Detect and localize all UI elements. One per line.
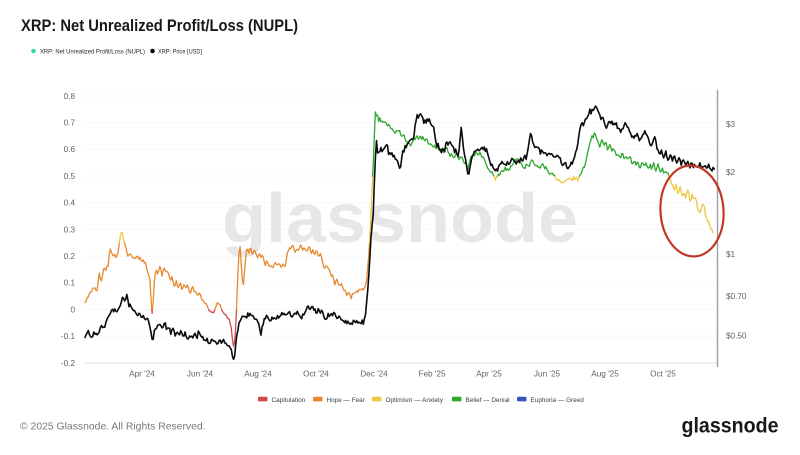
svg-text:XRP: Net Unrealized Profit/Los: XRP: Net Unrealized Profit/Loss (NUPL) [40,49,145,56]
svg-text:$0.70: $0.70 [726,292,747,301]
svg-text:Optimism — Anxiety: Optimism — Anxiety [386,397,444,404]
svg-text:XRP: Net Unrealized Profit/Los: XRP: Net Unrealized Profit/Loss (NUPL) [21,16,298,35]
svg-text:Aug '24: Aug '24 [244,370,272,379]
svg-text:Oct '24: Oct '24 [303,370,329,379]
svg-text:Aug '25: Aug '25 [591,370,619,379]
svg-text:$0.50: $0.50 [726,332,747,341]
svg-text:-0.1: -0.1 [61,332,76,341]
svg-text:glassnode: glassnode [222,179,578,257]
svg-text:0.1: 0.1 [64,279,76,288]
svg-text:Dec '24: Dec '24 [360,370,388,379]
svg-text:-0.2: -0.2 [61,359,76,368]
svg-text:0.2: 0.2 [64,252,76,261]
svg-text:Jun '24: Jun '24 [187,370,214,379]
svg-text:0: 0 [70,305,75,314]
svg-text:Apr '25: Apr '25 [476,370,502,379]
svg-text:$3: $3 [726,120,736,129]
svg-text:Euphoria — Greed: Euphoria — Greed [531,397,585,404]
svg-text:$2: $2 [726,168,736,177]
svg-text:Belief — Denial: Belief — Denial [466,397,510,404]
svg-text:glassnode: glassnode [682,414,779,438]
svg-text:0.5: 0.5 [64,172,76,181]
svg-text:0.3: 0.3 [64,225,76,234]
svg-text:Hope — Fear: Hope — Fear [327,397,366,404]
svg-text:0.8: 0.8 [64,92,76,101]
svg-text:XRP: Price [USD]: XRP: Price [USD] [158,49,202,56]
svg-text:© 2025 Glassnode. All Rights R: © 2025 Glassnode. All Rights Reserved. [20,422,206,433]
svg-text:$1: $1 [726,250,736,259]
svg-text:Capitulation: Capitulation [272,397,306,404]
svg-text:0.7: 0.7 [64,119,76,128]
svg-text:0.6: 0.6 [64,145,76,154]
svg-text:Oct '25: Oct '25 [650,370,676,379]
svg-text:Feb '25: Feb '25 [418,370,445,379]
svg-text:0.4: 0.4 [64,199,76,208]
svg-text:Apr '24: Apr '24 [129,370,155,379]
svg-text:Jun '25: Jun '25 [534,370,561,379]
